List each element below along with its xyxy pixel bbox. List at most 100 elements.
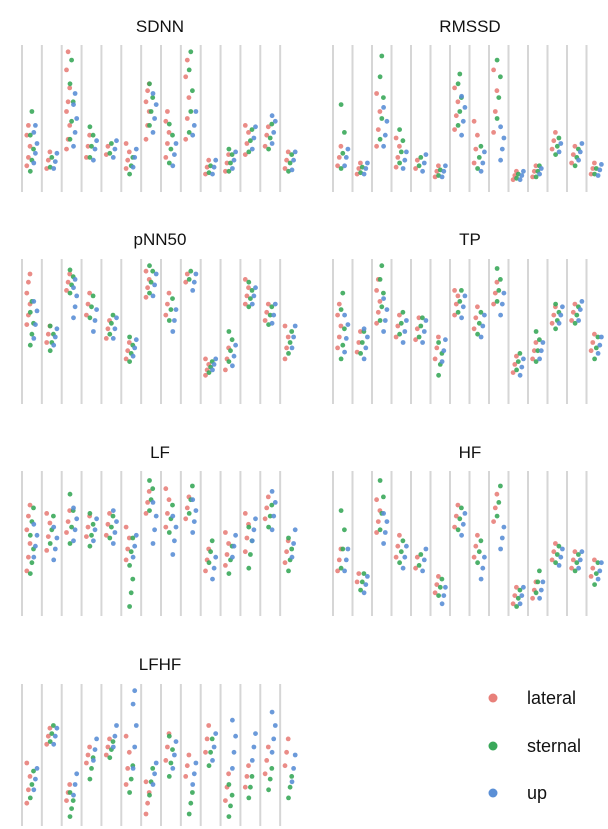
point-up (599, 162, 604, 167)
point-sternal (553, 326, 558, 332)
point-sternal (89, 304, 94, 310)
point-up (579, 141, 585, 146)
point-up (441, 168, 447, 174)
point-sternal (168, 307, 174, 312)
point-up (363, 345, 369, 351)
point-up (292, 752, 298, 758)
point-up (150, 782, 156, 787)
point-lateral (530, 595, 535, 601)
point-sternal (287, 784, 293, 790)
point-lateral (436, 574, 441, 579)
point-up (292, 149, 298, 155)
point-lateral (26, 554, 31, 560)
point-sternal (226, 782, 232, 787)
point-lateral (569, 160, 574, 166)
point-sternal (87, 124, 93, 130)
legend-label-up: up (527, 783, 547, 803)
point-up (402, 157, 408, 163)
point-sternal (266, 146, 271, 152)
point-up (52, 159, 58, 165)
point-up (599, 560, 604, 566)
point-lateral (335, 568, 340, 574)
legend: lateral sternal up (488, 688, 581, 803)
point-lateral (87, 290, 92, 296)
point-lateral (492, 505, 498, 511)
plot-marks (21, 45, 604, 826)
point-sternal (576, 552, 581, 557)
point-up (271, 736, 277, 742)
point-up (153, 102, 159, 107)
point-lateral (413, 337, 418, 343)
point-lateral (473, 146, 479, 152)
point-sternal (475, 560, 480, 566)
point-sternal (436, 340, 441, 345)
point-up (210, 576, 215, 582)
point-lateral (413, 565, 418, 571)
point-sternal (147, 123, 152, 128)
point-lateral (393, 334, 399, 340)
point-lateral (246, 763, 251, 769)
point-lateral (44, 741, 50, 747)
point-up (579, 299, 585, 304)
point-sternal (186, 811, 192, 817)
point-sternal (338, 356, 344, 362)
point-up (599, 334, 604, 340)
point-lateral (184, 271, 190, 277)
point-lateral (356, 571, 362, 576)
point-up (133, 146, 139, 152)
point-sternal (475, 166, 480, 171)
point-lateral (336, 334, 342, 340)
point-lateral (512, 362, 518, 367)
point-lateral (143, 99, 149, 105)
point-lateral (84, 312, 89, 318)
point-up (556, 149, 562, 155)
point-sternal (226, 146, 232, 152)
point-up (595, 351, 601, 356)
point-sternal (379, 53, 385, 59)
point-lateral (165, 109, 170, 114)
point-sternal (87, 511, 93, 516)
point-lateral (67, 85, 73, 91)
point-lateral (223, 168, 228, 174)
point-lateral (26, 279, 31, 285)
point-sternal (27, 132, 33, 138)
point-lateral (453, 301, 459, 307)
point-sternal (269, 304, 275, 310)
point-up (230, 554, 235, 560)
point-up (231, 749, 237, 755)
point-sternal (190, 483, 195, 489)
point-sternal (267, 312, 273, 318)
point-sternal (206, 560, 212, 566)
point-lateral (184, 763, 190, 769)
point-up (576, 565, 581, 571)
point-up (170, 766, 176, 771)
point-sternal (494, 513, 500, 519)
point-sternal (150, 486, 156, 492)
point-sternal (535, 348, 541, 354)
point-sternal (289, 329, 295, 334)
point-lateral (414, 157, 420, 163)
point-up (421, 329, 427, 334)
point-sternal (47, 739, 53, 744)
point-lateral (143, 511, 149, 516)
point-up (576, 318, 581, 323)
point-sternal (67, 290, 73, 296)
point-lateral (282, 560, 288, 566)
point-sternal (110, 739, 116, 744)
point-up (499, 535, 505, 541)
point-up (52, 334, 58, 340)
point-sternal (359, 579, 365, 585)
point-lateral (47, 149, 53, 155)
point-lateral (65, 519, 71, 524)
point-lateral (491, 67, 496, 73)
point-sternal (496, 500, 502, 505)
point-up (400, 166, 406, 171)
point-up (71, 505, 76, 511)
point-up (420, 568, 425, 574)
point-up (271, 513, 277, 519)
point-lateral (475, 132, 480, 138)
point-lateral (226, 541, 232, 546)
point-lateral (393, 135, 399, 141)
point-lateral (244, 535, 250, 541)
point-up (384, 519, 390, 524)
